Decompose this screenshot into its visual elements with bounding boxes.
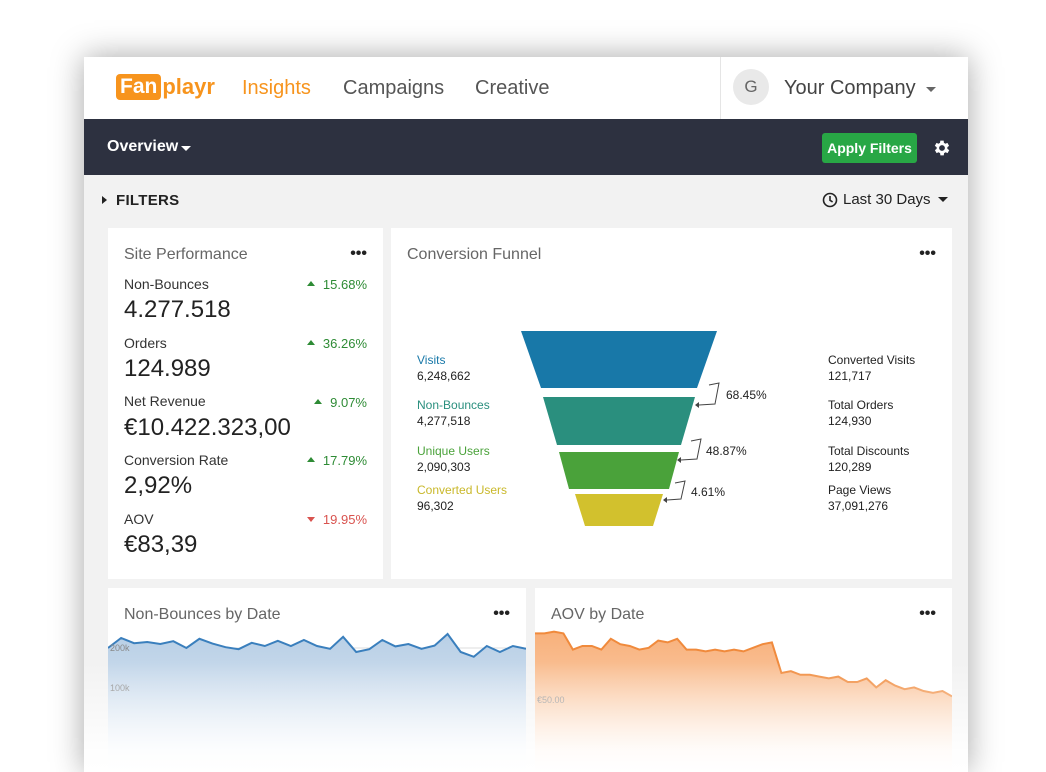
date-range-label: Last 30 Days [843,191,931,208]
arrow-up-icon [306,340,315,346]
metric-change: 36.26% [306,336,367,351]
more-icon[interactable]: ••• [919,245,936,262]
apply-filters-button[interactable]: Apply Filters [822,133,917,163]
chevron-down-icon [937,197,948,202]
chevron-down-icon[interactable] [181,146,191,151]
site-performance-card: Site Performance ••• Non-Bounces 15.68% … [108,228,383,579]
nav-divider [720,57,721,119]
funnel-label-visits: Visits 6,248,662 [417,353,471,383]
metric-label: Conversion Rate [124,452,229,468]
metric-value: 4.277.518 [124,296,231,323]
arrow-up-icon [306,457,315,463]
card-title: Non-Bounces by Date [124,606,281,623]
metric-value: 124.989 [124,355,211,382]
date-range-selector[interactable]: Last 30 Days [822,191,948,208]
metric-change: 17.79% [306,453,367,468]
toolbar: Overview Apply Filters [84,119,968,175]
funnel-stage-non-bounces [543,397,695,445]
more-icon[interactable]: ••• [919,605,936,622]
nonbounces-area [108,634,526,772]
card-title: Site Performance [124,246,248,263]
chevron-right-icon[interactable] [102,196,107,204]
conversion-rate: 4.61% [691,485,726,499]
aov-line-chart [535,630,952,772]
funnel-stat: Total Discounts 120,289 [828,444,910,474]
metric-label: Net Revenue [124,393,206,409]
company-selector[interactable]: Your Company [784,77,916,99]
axis-tick-label: €50.00 [537,695,565,705]
nonbounces-line-chart [108,632,526,772]
view-dropdown[interactable]: Overview [107,138,179,155]
card-title: AOV by Date [551,606,645,623]
funnel-label-converted-users: Converted Users 96,302 [417,483,508,513]
funnel-label-unique-users: Unique Users 2,090,303 [417,444,490,474]
filters-toggle[interactable]: FILTERS [116,192,180,209]
metric-label: Non-Bounces [124,276,209,292]
funnel-stat: Total Orders 124,930 [828,398,894,428]
conversion-rate: 68.45% [726,388,767,402]
tab-insights[interactable]: Insights [242,77,311,99]
metric-value: €83,39 [124,531,198,558]
conversion-funnel-card: Conversion Funnel ••• Visits 6,248,662 No… [391,228,952,579]
funnel-stage-unique-users [559,452,679,489]
arrow-up-icon [314,399,323,405]
more-icon[interactable]: ••• [493,605,510,622]
card-title: Conversion Funnel [407,246,542,263]
logo-wordmark: playr [162,74,215,99]
axis-tick-label: 200k [110,643,130,653]
metric-change: 9.07% [314,395,367,410]
funnel-graphic [521,331,720,526]
more-icon[interactable]: ••• [350,245,367,262]
tab-creative[interactable]: Creative [475,77,550,99]
metric-value: €10.422.323,00 [124,414,291,441]
arrow-down-icon [306,517,315,523]
metric-value: 2,92% [124,472,193,499]
tab-campaigns[interactable]: Campaigns [343,77,445,99]
funnel-stage-visits [521,331,717,388]
axis-tick-label: 100k [110,683,130,693]
nonbounces-line [108,632,526,658]
logo-badge: Fan [116,74,162,100]
app-window: Fan playr Insights Campaigns Creative G Y… [84,57,968,772]
metric-label: Orders [124,335,167,351]
funnel-label-non-bounces: Non-Bounces 4,277,518 [417,398,490,428]
aov-by-date-card: AOV by Date ••• €50.00 [535,588,952,772]
metric-label: AOV [124,511,154,527]
funnel-stage-converted-users [575,494,663,526]
gear-icon[interactable] [932,138,952,158]
aov-area [535,631,952,772]
avatar[interactable]: G [733,69,769,105]
metric-change: 19.95% [306,512,367,527]
funnel-arrows [666,382,720,501]
arrow-up-icon [306,281,315,287]
chevron-down-icon[interactable] [926,87,936,92]
funnel-stat: Converted Visits 121,717 [828,353,916,383]
logo[interactable]: Fan playr [116,74,215,100]
top-nav: Fan playr Insights Campaigns Creative G Y… [84,57,968,119]
clock-icon [822,192,838,207]
metric-change: 15.68% [306,277,367,292]
nonbounces-by-date-card: Non-Bounces by Date ••• 200k 100k [108,588,526,772]
funnel-stat: Page Views 37,091,276 [828,483,892,513]
conversion-rate: 48.87% [706,444,747,458]
